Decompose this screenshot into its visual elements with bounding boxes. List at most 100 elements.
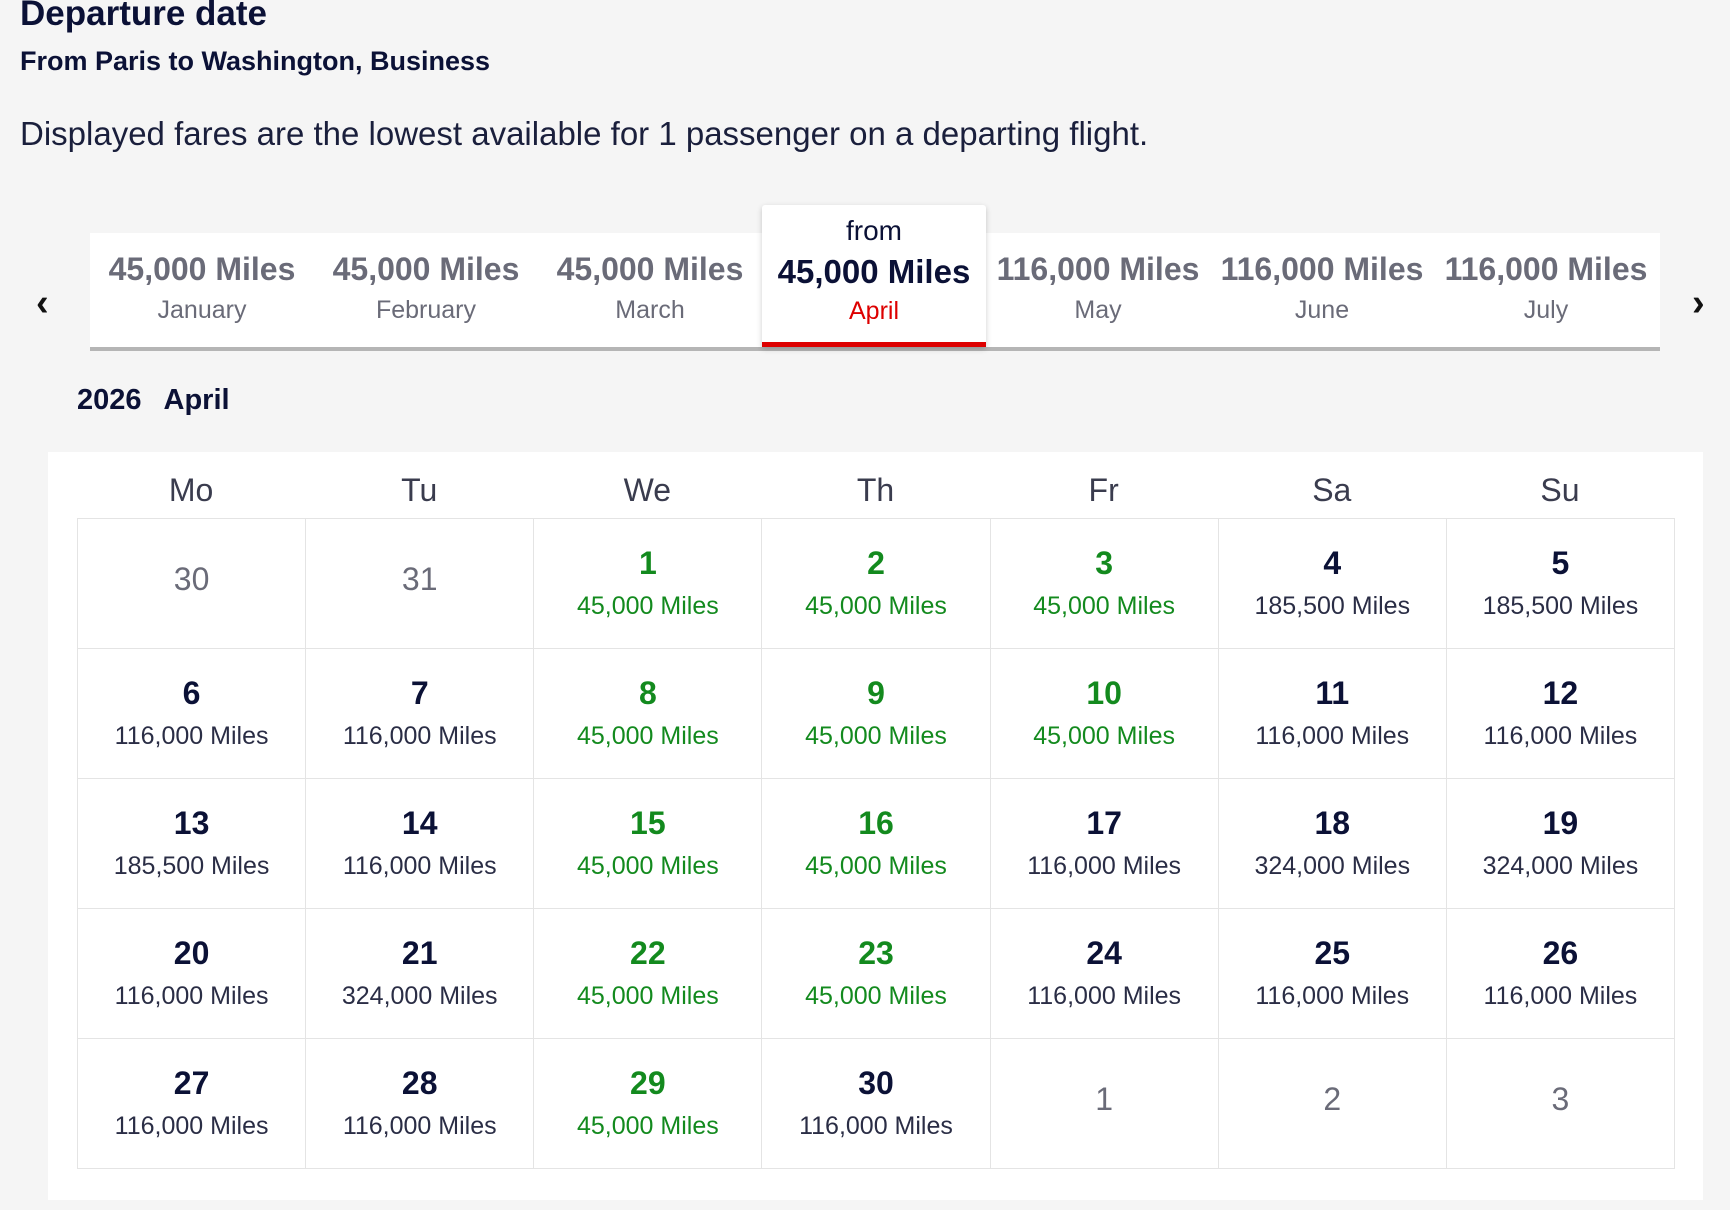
month-tab-march[interactable]: 45,000 Miles March (538, 233, 762, 347)
day-cell[interactable]: 18 324,000 Miles (1218, 779, 1447, 909)
day-cell[interactable]: 29 45,000 Miles (534, 1039, 763, 1169)
day-cell-outside-month: 1 (990, 1039, 1219, 1169)
day-cell[interactable]: 26 116,000 Miles (1446, 909, 1675, 1039)
day-fare: 45,000 Miles (576, 592, 719, 620)
day-cell[interactable]: 19 324,000 Miles (1446, 779, 1675, 909)
day-cell[interactable]: 2 45,000 Miles (762, 519, 991, 649)
weekday-label: Sa (1312, 472, 1352, 508)
day-cell[interactable]: 1 45,000 Miles (534, 519, 763, 649)
month-name: February (375, 296, 477, 324)
day-fare: 116,000 Miles (799, 1112, 953, 1140)
day-fare: 324,000 Miles (1482, 852, 1639, 880)
day-cell[interactable]: 5 185,500 Miles (1446, 519, 1675, 649)
day-cell[interactable]: 22 45,000 Miles (534, 909, 763, 1039)
month-name: June (1294, 296, 1350, 324)
day-fare: 185,500 Miles (113, 852, 270, 880)
from-label: from (846, 215, 902, 246)
month-lowest-fare: 116,000 Miles (1220, 251, 1424, 287)
day-fare: 116,000 Miles (1483, 722, 1638, 750)
month-tab-january[interactable]: 45,000 Miles January (90, 233, 314, 347)
day-cell[interactable]: 16 45,000 Miles (762, 779, 991, 909)
day-number: 13 (173, 805, 210, 841)
day-number: 3 (1095, 545, 1114, 581)
day-fare: 45,000 Miles (1033, 592, 1175, 620)
day-cell-outside-month: 30 (78, 519, 307, 649)
day-fare: 45,000 Miles (576, 722, 719, 750)
day-cell[interactable]: 10 45,000 Miles (990, 649, 1219, 779)
day-fare: 116,000 Miles (1027, 852, 1182, 880)
day-cell[interactable]: 28 116,000 Miles (306, 1039, 535, 1169)
day-number: 5 (1551, 545, 1570, 581)
day-fare: 116,000 Miles (342, 722, 497, 750)
day-number: 2 (867, 545, 885, 581)
month-name: April (848, 297, 899, 325)
day-fare: 45,000 Miles (805, 852, 947, 880)
day-fare: 324,000 Miles (341, 982, 498, 1010)
day-fare: 45,000 Miles (805, 982, 947, 1010)
day-number: 18 (1314, 805, 1351, 841)
day-number: 6 (182, 675, 201, 711)
day-number: 19 (1542, 805, 1579, 841)
calendar-year: 2026 (77, 384, 142, 416)
day-cell[interactable]: 25 116,000 Miles (1218, 909, 1447, 1039)
day-number: 25 (1314, 935, 1351, 971)
day-number: 20 (173, 935, 210, 971)
chevron-left-icon[interactable]: ‹ (36, 282, 49, 324)
month-lowest-fare: 45,000 Miles (108, 251, 296, 287)
day-fare: 116,000 Miles (1027, 982, 1182, 1010)
calendar-heading: 2026 April (77, 384, 252, 417)
day-cell[interactable]: 13 185,500 Miles (78, 779, 307, 909)
day-cell[interactable]: 6 116,000 Miles (78, 649, 307, 779)
day-cell[interactable]: 27 116,000 Miles (78, 1039, 307, 1169)
day-number: 16 (858, 805, 894, 841)
day-fare: 45,000 Miles (805, 592, 947, 620)
day-number: 14 (401, 805, 438, 841)
month-tab-may[interactable]: 116,000 Miles May (986, 233, 1210, 347)
month-tab-june[interactable]: 116,000 Miles June (1210, 233, 1434, 347)
day-number: 7 (410, 675, 429, 711)
day-cell[interactable]: 23 45,000 Miles (762, 909, 991, 1039)
day-cell[interactable]: 4 185,500 Miles (1218, 519, 1447, 649)
day-cell[interactable]: 15 45,000 Miles (534, 779, 763, 909)
day-fare: 116,000 Miles (1255, 722, 1410, 750)
day-number: 26 (1542, 935, 1579, 971)
month-tab-february[interactable]: 45,000 Miles February (314, 233, 538, 347)
day-number: 30 (858, 1065, 894, 1101)
day-number: 10 (1086, 675, 1122, 711)
day-cell[interactable]: 24 116,000 Miles (990, 909, 1219, 1039)
chevron-right-icon[interactable]: › (1692, 282, 1705, 324)
day-number: 28 (401, 1065, 438, 1101)
day-number: 22 (630, 935, 666, 971)
day-cell-outside-month: 3 (1446, 1039, 1675, 1169)
month-name: January (157, 296, 247, 324)
weekday-label: Th (856, 472, 895, 508)
day-fare: 45,000 Miles (805, 722, 947, 750)
month-lowest-fare: 45,000 Miles (777, 253, 971, 290)
route-subtitle: From Paris to Washington, Business (20, 46, 491, 76)
day-number: 21 (401, 935, 438, 971)
day-cell[interactable]: 12 116,000 Miles (1446, 649, 1675, 779)
day-fare: 116,000 Miles (1255, 982, 1410, 1010)
day-cell[interactable]: 20 116,000 Miles (78, 909, 307, 1039)
day-cell[interactable]: 21 324,000 Miles (306, 909, 535, 1039)
day-cell[interactable]: 3 45,000 Miles (990, 519, 1219, 649)
day-cell[interactable]: 17 116,000 Miles (990, 779, 1219, 909)
day-cell-outside-month: 2 (1218, 1039, 1447, 1169)
day-cell[interactable]: 11 116,000 Miles (1218, 649, 1447, 779)
day-cell[interactable]: 9 45,000 Miles (762, 649, 991, 779)
day-fare: 116,000 Miles (342, 1112, 497, 1140)
day-fare: 185,500 Miles (1254, 592, 1411, 620)
day-number: 9 (867, 675, 885, 711)
day-cell[interactable]: 30 116,000 Miles (762, 1039, 991, 1169)
page-title: Departure date (20, 0, 268, 33)
day-number: 8 (638, 675, 657, 711)
month-tab-july[interactable]: 116,000 Miles July (1434, 233, 1658, 347)
day-number: 31 (401, 561, 438, 597)
day-number: 12 (1542, 675, 1579, 711)
month-tab-april[interactable]: from 45,000 Miles April (762, 205, 986, 347)
day-cell[interactable]: 14 116,000 Miles (306, 779, 535, 909)
day-cell-outside-month: 31 (306, 519, 535, 649)
day-cell[interactable]: 7 116,000 Miles (306, 649, 535, 779)
weekday-label: We (623, 472, 672, 508)
day-cell[interactable]: 8 45,000 Miles (534, 649, 763, 779)
